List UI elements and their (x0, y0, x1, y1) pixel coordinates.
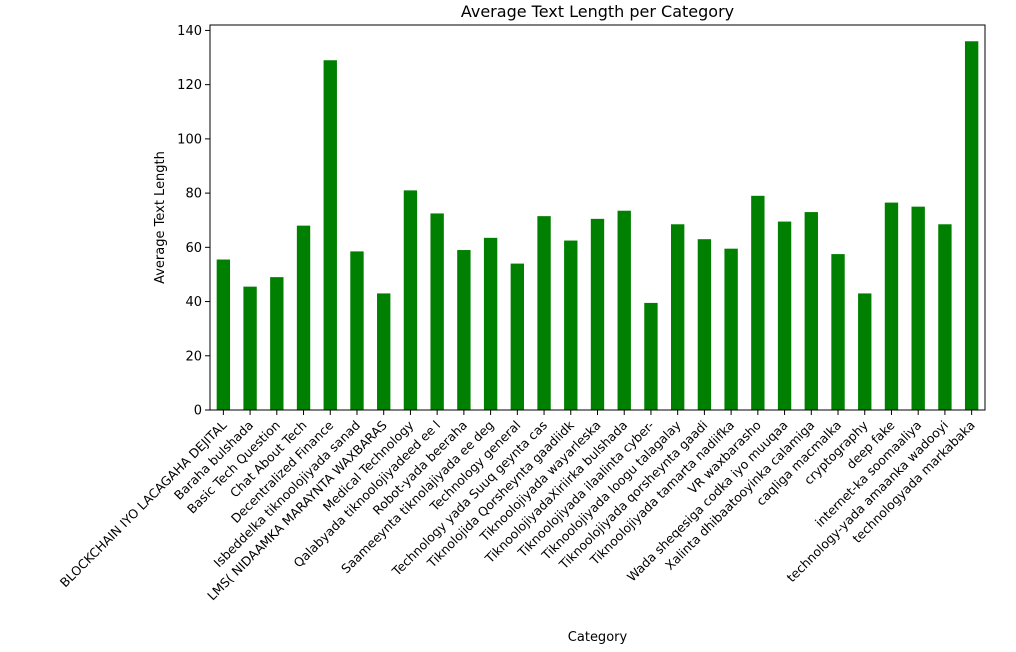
bar (243, 286, 257, 410)
chart-title: Average Text Length per Category (461, 2, 734, 21)
bar (350, 251, 364, 410)
bar (751, 195, 765, 410)
plot-frame (209, 24, 986, 411)
bar (724, 248, 738, 410)
bar (831, 254, 845, 410)
y-axis-label: Average Text Length (153, 151, 168, 284)
y-tick-label: 0 (194, 404, 202, 419)
bar (911, 206, 925, 410)
y-tick-label: 20 (185, 349, 202, 364)
bar (617, 210, 631, 410)
bar (323, 60, 337, 410)
y-tick-label: 60 (185, 241, 202, 256)
bar (430, 213, 444, 410)
bar (777, 221, 792, 410)
bar (964, 41, 979, 410)
y-axis-ticks: 0 20 40 60 80 100 120 140 (177, 24, 210, 419)
bar (457, 250, 471, 410)
bar (296, 225, 311, 410)
bar (564, 240, 578, 410)
bar (483, 237, 498, 410)
bar (858, 293, 872, 410)
bar (590, 218, 605, 410)
bar (670, 224, 685, 410)
y-tick-label: 100 (177, 132, 202, 147)
x-axis-label: Category (568, 630, 628, 645)
bar (403, 190, 418, 410)
bar (804, 212, 818, 410)
y-tick-label: 80 (185, 187, 202, 202)
y-tick-label: 120 (177, 78, 202, 93)
bar (697, 239, 712, 410)
bar (884, 202, 899, 410)
bar (644, 302, 658, 410)
bar (510, 263, 525, 410)
bar (270, 277, 284, 410)
bar (216, 259, 231, 410)
y-tick-label: 40 (185, 295, 202, 310)
y-tick-label: 140 (177, 24, 202, 39)
bar (377, 293, 391, 410)
bars-group (216, 41, 979, 410)
bar (938, 224, 952, 410)
bar (537, 216, 551, 410)
